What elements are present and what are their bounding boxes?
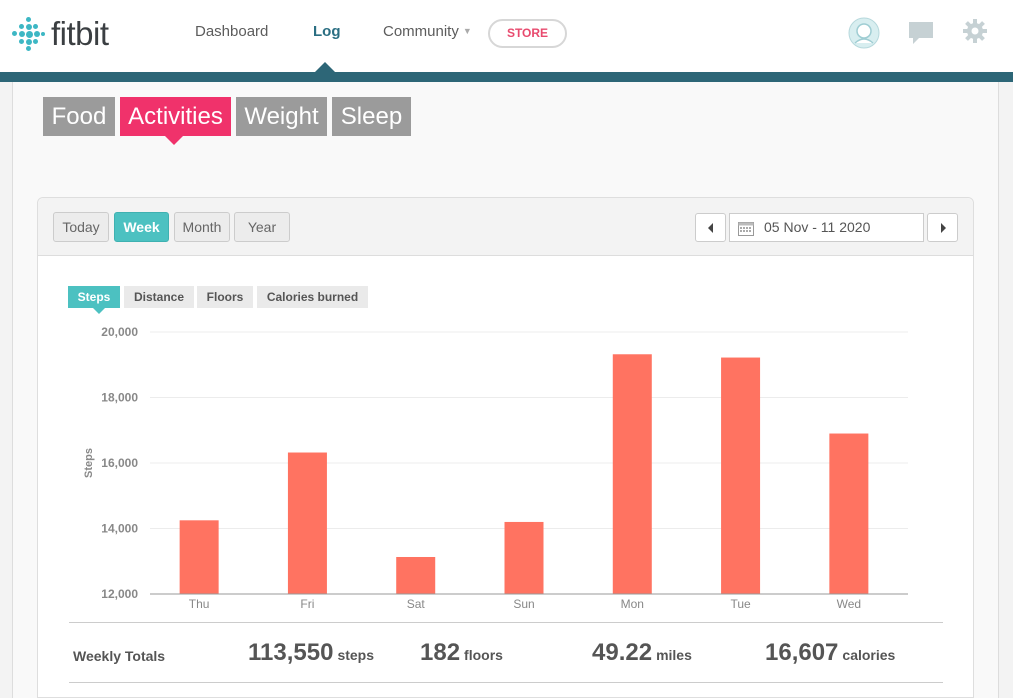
- nav-community-label: Community: [383, 23, 459, 40]
- x-tick-label: Fri: [300, 597, 314, 611]
- steps-chart: 12,000 14,000 16,000 18,000 20,000 Steps Thu Fr…: [83, 325, 908, 611]
- tab-sleep[interactable]: Sleep: [332, 97, 411, 136]
- bar-fri: [287, 452, 327, 594]
- total-steps: 113,550 steps: [248, 639, 374, 667]
- x-tick-label: Sun: [513, 597, 534, 611]
- y-tick-label: 20,000: [101, 325, 138, 339]
- x-tick-label: Thu: [189, 597, 210, 611]
- metric-steps-tab[interactable]: Steps: [68, 286, 120, 308]
- total-miles: 49.22 miles: [592, 639, 692, 667]
- activity-panel: Today Week Month Year 05 Nov - 11 2020 S…: [37, 197, 974, 698]
- total-floors: 182 floors: [420, 639, 503, 667]
- tab-weight[interactable]: Weight: [236, 97, 327, 136]
- metric-floors-tab[interactable]: Floors: [197, 286, 253, 308]
- gear-icon[interactable]: [963, 19, 987, 48]
- active-tab-pointer: [165, 136, 183, 145]
- metric-calories-tab[interactable]: Calories burned: [257, 286, 368, 308]
- active-nav-indicator: [314, 62, 336, 73]
- total-calories-value: 16,607: [765, 639, 839, 666]
- nav-log[interactable]: Log: [313, 23, 341, 40]
- prev-week-button[interactable]: [695, 213, 726, 242]
- bar-thu: [179, 520, 219, 594]
- logo-text: fitbit: [51, 15, 109, 52]
- date-range-field[interactable]: 05 Nov - 11 2020: [729, 213, 924, 242]
- total-floors-unit: floors: [464, 647, 503, 663]
- total-calories-unit: calories: [842, 647, 896, 663]
- nav-dashboard[interactable]: Dashboard: [195, 23, 269, 40]
- tab-food[interactable]: Food: [43, 97, 115, 136]
- total-floors-value: 182: [420, 639, 461, 666]
- calendar-icon: [738, 222, 754, 236]
- chat-icon[interactable]: [907, 20, 935, 51]
- bar-wed: [829, 433, 869, 594]
- total-steps-value: 113,550: [248, 639, 334, 666]
- x-tick-label: Sat: [407, 597, 426, 611]
- weekly-totals-label: Weekly Totals: [73, 648, 166, 664]
- panel-toolbar: Today Week Month Year 05 Nov - 11 2020: [38, 198, 973, 256]
- bar-sun: [504, 521, 544, 594]
- weekly-totals: Weekly Totals 113,550 steps 182 floors 49.…: [69, 622, 943, 683]
- range-year-button[interactable]: Year: [234, 212, 290, 242]
- next-week-button[interactable]: [927, 213, 958, 242]
- range-week-button[interactable]: Week: [114, 212, 169, 242]
- total-steps-unit: steps: [337, 647, 375, 663]
- y-axis-label: Steps: [83, 448, 95, 478]
- nav-community[interactable]: Community ▼: [383, 23, 472, 40]
- fitbit-logo[interactable]: fitbit: [10, 14, 109, 54]
- total-calories: 16,607 calories: [765, 639, 895, 667]
- store-button[interactable]: STORE: [488, 19, 567, 48]
- active-metric-pointer: [93, 308, 105, 314]
- total-miles-unit: miles: [656, 647, 692, 663]
- metric-distance-tab[interactable]: Distance: [124, 286, 194, 308]
- y-tick-label: 18,000: [101, 391, 138, 405]
- y-tick-label: 12,000: [101, 587, 138, 601]
- bar-mon: [612, 354, 652, 594]
- arrow-left-icon: [708, 223, 713, 233]
- y-tick-label: 16,000: [101, 456, 138, 470]
- bar-sat: [396, 556, 436, 594]
- fitbit-logo-icon: [10, 16, 46, 52]
- avatar-icon[interactable]: [848, 17, 880, 54]
- date-range-text: 05 Nov - 11 2020: [764, 219, 871, 235]
- caret-down-icon: ▼: [462, 26, 472, 36]
- total-miles-value: 49.22: [592, 639, 653, 666]
- x-tick-label: Mon: [621, 597, 644, 611]
- range-month-button[interactable]: Month: [174, 212, 230, 242]
- header-accent-bar: [0, 72, 1013, 82]
- x-tick-label: Wed: [837, 597, 861, 611]
- x-tick-label: Tue: [730, 597, 751, 611]
- arrow-right-icon: [941, 223, 946, 233]
- y-tick-label: 14,000: [101, 522, 138, 536]
- top-header: fitbit Dashboard Log Community ▼ STORE: [0, 0, 1013, 72]
- bar-tue: [721, 357, 761, 594]
- tab-activities[interactable]: Activities: [120, 97, 231, 136]
- range-today-button[interactable]: Today: [53, 212, 109, 242]
